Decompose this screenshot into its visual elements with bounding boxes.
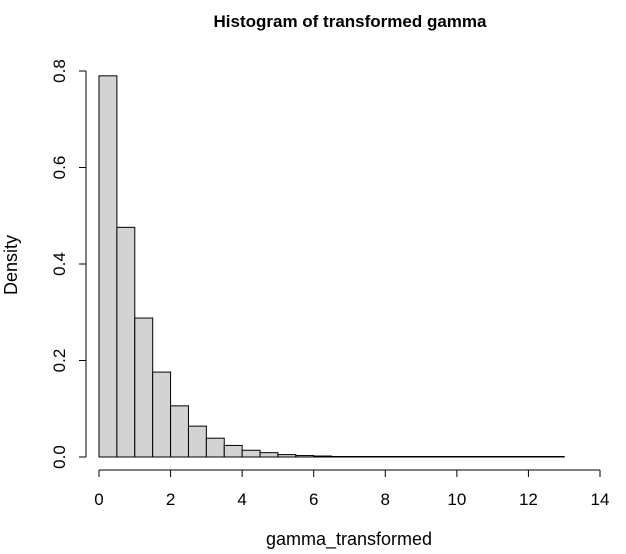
histogram-bar [456, 456, 476, 458]
y-axis: 0.0 0.2 0.4 0.6 0.8 [50, 59, 87, 469]
histogram-bar [527, 456, 547, 458]
x-tick-label: 10 [447, 490, 466, 509]
x-tick-label: 14 [591, 490, 610, 509]
histogram-bar [545, 456, 565, 458]
histogram-bar [492, 456, 512, 458]
x-tick-label: 2 [166, 490, 175, 509]
x-axis-label: gamma_transformed [266, 529, 432, 550]
chart-title: Histogram of transformed gamma [214, 12, 488, 31]
histogram-bar [152, 371, 172, 458]
y-tick-label: 0.2 [50, 349, 69, 373]
histogram-bar [402, 456, 422, 458]
histogram-bar [277, 454, 297, 458]
histogram-bar [205, 437, 225, 458]
histogram-bar [116, 226, 136, 458]
y-tick-label: 0.4 [50, 252, 69, 276]
histogram-bar [223, 444, 243, 458]
y-tick-label: 0.0 [50, 445, 69, 469]
x-tick-label: 4 [237, 490, 246, 509]
y-axis-label: Density [1, 235, 21, 295]
x-tick-label: 8 [381, 490, 390, 509]
histogram-bar [187, 425, 207, 458]
histogram-bar [349, 456, 368, 458]
histogram-bar [438, 456, 458, 458]
y-tick-label: 0.6 [50, 156, 69, 180]
histogram-bar [170, 405, 189, 458]
x-tick-label: 0 [94, 490, 103, 509]
histogram-bar [134, 317, 154, 458]
histogram-bar [313, 455, 333, 458]
histogram-bar [510, 456, 529, 458]
x-axis: 0 2 4 6 8 10 12 14 [94, 469, 610, 509]
histogram-bar [474, 456, 494, 458]
y-tick-label: 0.8 [50, 59, 69, 83]
x-tick-label: 12 [519, 490, 538, 509]
histogram-bar [366, 456, 386, 458]
histogram-bar [420, 456, 440, 458]
histogram-bar [384, 456, 404, 458]
histogram-bar [241, 449, 261, 458]
histogram-bar [98, 75, 118, 458]
x-tick-label: 6 [309, 490, 318, 509]
histogram-bar [295, 455, 315, 458]
bars-group [98, 75, 565, 458]
histogram-bar [259, 452, 279, 458]
histogram-bar [331, 456, 351, 458]
